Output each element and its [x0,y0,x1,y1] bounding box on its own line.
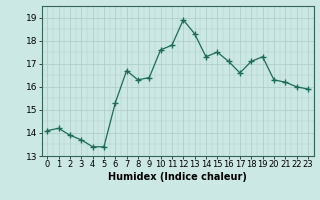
X-axis label: Humidex (Indice chaleur): Humidex (Indice chaleur) [108,172,247,182]
